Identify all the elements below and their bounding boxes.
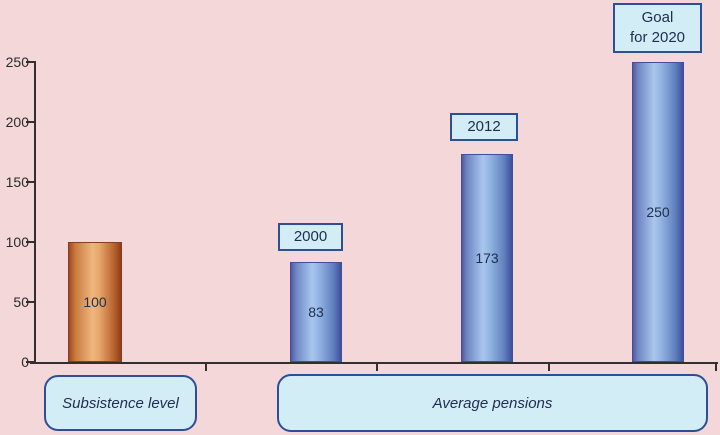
- x-tick: [548, 364, 550, 371]
- bar-value-label: 250: [646, 204, 670, 220]
- y-tick: [26, 181, 35, 183]
- y-tick: [26, 361, 35, 363]
- y-axis-label: 200: [5, 114, 29, 130]
- bar-subsistence-level: 100: [68, 242, 122, 362]
- bar-pension-2000: 83: [290, 262, 342, 362]
- callout-2000: 2000: [278, 223, 343, 251]
- y-tick: [26, 301, 35, 303]
- category-box-average-pensions: Average pensions: [277, 374, 708, 432]
- bar-pension-2012: 173: [461, 154, 513, 362]
- y-axis-label: 0: [21, 354, 29, 370]
- x-tick: [715, 364, 717, 371]
- y-tick: [26, 241, 35, 243]
- category-box-subsistence-level: Subsistence level: [44, 375, 197, 431]
- x-tick: [205, 364, 207, 371]
- bar-value-label: 100: [83, 294, 107, 310]
- y-tick: [26, 121, 35, 123]
- callout-2012: 2012: [450, 113, 518, 141]
- callout-goal-2020: Goal for 2020: [613, 3, 702, 53]
- bar-value-label: 83: [308, 304, 324, 320]
- bar-value-label: 173: [475, 250, 499, 266]
- x-tick: [376, 364, 378, 371]
- y-axis-label: 100: [5, 234, 29, 250]
- y-tick: [26, 61, 35, 63]
- y-axis-label: 50: [13, 294, 29, 310]
- bar-pension-goal-2020: 250: [632, 62, 684, 362]
- y-axis-label: 150: [5, 174, 29, 190]
- y-axis-label: 250: [5, 54, 29, 70]
- x-axis-line: [30, 362, 718, 364]
- y-axis-line: [34, 61, 36, 364]
